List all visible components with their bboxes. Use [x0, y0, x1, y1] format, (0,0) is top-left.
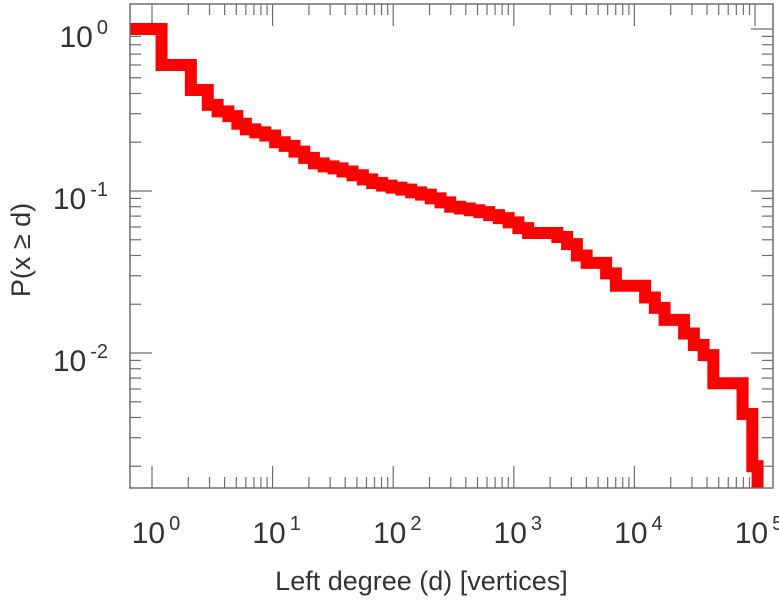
x-tick-label: 10 2: [373, 513, 422, 550]
x-tick-label: 10 3: [494, 513, 543, 550]
x-tick-label: 10 4: [614, 513, 663, 550]
tick-marks: [130, 4, 773, 488]
y-tick-label: 10 -1: [53, 179, 108, 216]
y-tick-label: 10 -2: [53, 341, 108, 378]
tick-labels: 10 0 10 1 10 2 10 3 10 4 10 5 10 0 10 -1 10 -2: [53, 17, 779, 550]
series-layer: [130, 23, 764, 488]
x-tick-label: 10 0: [132, 513, 181, 550]
x-axis-title: Left degree (d) [vertices]: [275, 566, 568, 596]
x-tick-label: 10 1: [252, 513, 301, 550]
y-tick-label: 10 0: [60, 17, 109, 54]
plot-area-frame: [129, 3, 774, 489]
y-axis-title: P(x ≥ d): [6, 203, 36, 297]
x-tick-label: 10 5: [735, 513, 779, 550]
series-line: [130, 23, 764, 488]
